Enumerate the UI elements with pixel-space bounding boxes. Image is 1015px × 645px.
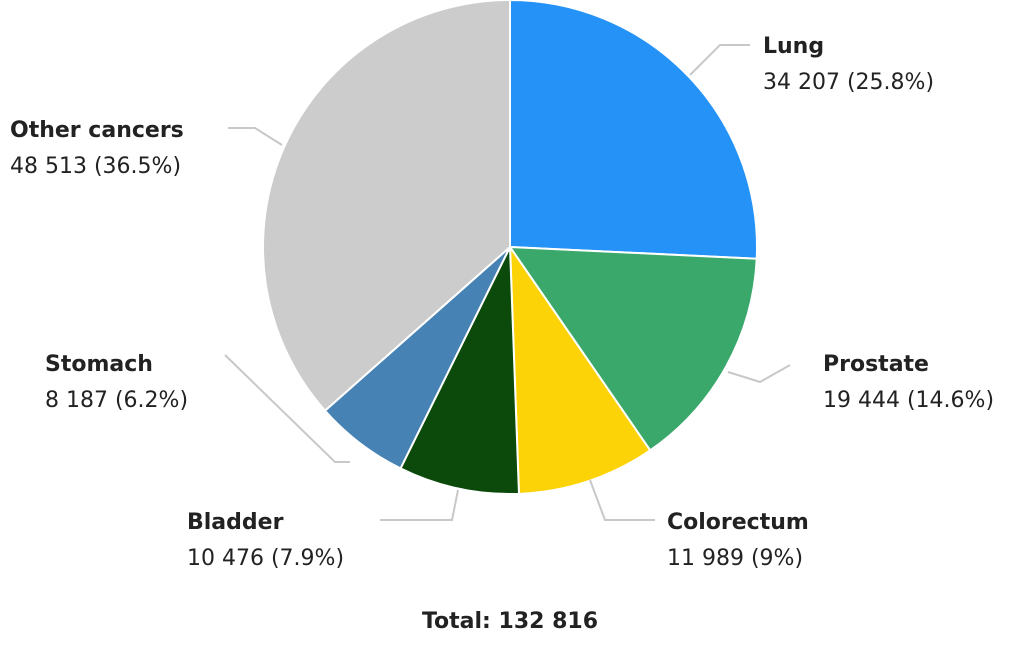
slice-name: Prostate	[823, 352, 929, 377]
leader-line	[689, 44, 750, 76]
slice-name: Stomach	[45, 352, 153, 377]
pie-slice	[508, 245, 758, 452]
leader-line	[380, 489, 459, 521]
pie-slice	[262, 0, 511, 413]
pie-slice	[508, 243, 652, 495]
leader-line	[589, 479, 655, 521]
slice-value-label: 34 207 (25.8%)	[763, 70, 934, 95]
leader-line	[228, 127, 283, 146]
pie-slice	[399, 246, 521, 495]
total-label: Total: 132 816	[422, 609, 598, 634]
slice-value-label: 11 989 (9%)	[667, 546, 803, 571]
slice-value-label: 8 187 (6.2%)	[45, 388, 188, 413]
slice-value-label: 10 476 (7.9%)	[187, 546, 344, 571]
slice-value-label: 48 513 (36.5%)	[10, 154, 181, 179]
slice-name: Bladder	[187, 510, 284, 535]
slice-name: Colorectum	[667, 510, 809, 535]
leader-line	[224, 354, 350, 463]
slice-value-label: 19 444 (14.6%)	[823, 388, 994, 413]
leader-line	[727, 364, 791, 384]
slice-name: Lung	[763, 34, 824, 59]
pie-slice	[509, 0, 758, 260]
slice-name: Other cancers	[10, 118, 184, 143]
